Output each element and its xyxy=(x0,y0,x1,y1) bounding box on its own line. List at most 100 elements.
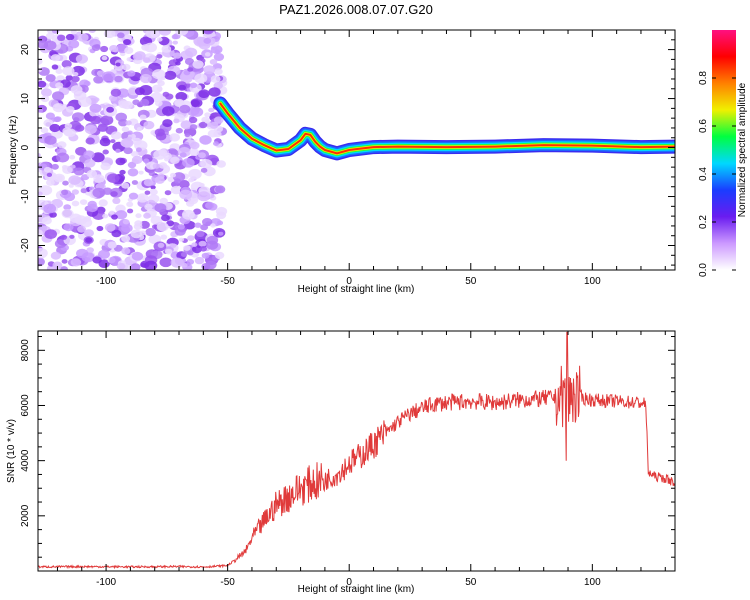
noise-blob xyxy=(198,152,206,159)
noise-blob xyxy=(203,37,212,44)
noise-blob xyxy=(187,67,194,72)
noise-blob xyxy=(145,30,160,39)
noise-blob xyxy=(139,73,152,84)
noise-blob xyxy=(154,203,167,213)
spectrogram-frame xyxy=(37,29,676,271)
noise-blob xyxy=(210,223,216,228)
noise-blob xyxy=(115,148,121,153)
noise-blob xyxy=(189,141,200,150)
noise-blob xyxy=(55,82,64,89)
noise-region xyxy=(38,30,228,270)
noise-blob xyxy=(71,200,80,207)
noise-blob xyxy=(127,70,136,77)
noise-blob xyxy=(210,75,221,83)
noise-blob xyxy=(161,214,170,222)
noise-blob xyxy=(71,112,85,122)
noise-blob xyxy=(179,189,193,200)
noise-blob xyxy=(43,119,54,127)
noise-blob xyxy=(191,242,198,247)
noise-blob xyxy=(136,127,142,131)
noise-blob xyxy=(202,218,213,226)
noise-blob xyxy=(135,147,142,152)
noise-blob xyxy=(75,54,88,64)
noise-blob xyxy=(145,228,156,237)
noise-blob xyxy=(44,229,57,240)
noise-blob xyxy=(60,266,68,270)
noise-blob xyxy=(175,127,183,134)
noise-blob xyxy=(77,225,87,233)
noise-blob xyxy=(187,235,195,242)
noise-blob xyxy=(49,123,61,133)
noise-blob xyxy=(171,34,179,40)
noise-blob xyxy=(98,199,108,207)
noise-blob xyxy=(69,154,76,160)
noise-blob xyxy=(159,197,168,205)
noise-blob xyxy=(101,55,108,61)
noise-blob xyxy=(208,107,215,113)
noise-blob xyxy=(103,30,116,39)
noise-blob xyxy=(131,251,144,261)
noise-blob xyxy=(79,199,88,206)
noise-blob xyxy=(56,152,70,163)
noise-blob xyxy=(50,54,61,62)
noise-blob xyxy=(85,137,95,145)
noise-blob xyxy=(84,124,97,135)
noise-blob xyxy=(162,106,175,116)
noise-blob xyxy=(168,59,178,67)
spectrogram-x-label: Height of straight line (km) xyxy=(298,284,415,295)
noise-blob xyxy=(112,197,121,204)
noise-blob xyxy=(200,167,208,173)
x-tick-label: 0 xyxy=(346,577,352,588)
noise-blob xyxy=(102,213,109,219)
noise-blob xyxy=(75,124,85,132)
noise-blob xyxy=(130,263,141,270)
noise-blob xyxy=(73,167,85,176)
noise-blob xyxy=(93,174,105,184)
noise-blob xyxy=(189,82,198,89)
noise-blob xyxy=(132,137,142,146)
noise-blob xyxy=(207,129,218,138)
noise-blob xyxy=(163,152,172,160)
noise-blob xyxy=(109,45,119,52)
noise-blob xyxy=(198,121,208,129)
noise-blob xyxy=(86,247,94,254)
x-tick-label: 100 xyxy=(584,276,601,287)
noise-blob xyxy=(107,241,117,249)
x-tick-label: 100 xyxy=(584,577,601,588)
noise-blob xyxy=(180,120,193,130)
noise-blob xyxy=(205,201,215,209)
noise-blob xyxy=(143,158,150,164)
noise-blob xyxy=(52,103,65,113)
noise-blob xyxy=(38,153,41,158)
noise-blob xyxy=(43,40,57,51)
noise-blob xyxy=(102,149,109,155)
noise-blob xyxy=(92,187,106,198)
snr-panel: -100 -50 0 50 100 2000 4000 6000 8000 Height of… xyxy=(6,330,676,595)
noise-blob xyxy=(154,100,163,107)
noise-blob xyxy=(170,257,184,268)
noise-blob xyxy=(134,220,143,227)
spectrogram-y-axis: -20 -10 0 10 20 xyxy=(20,29,675,266)
noise-blob xyxy=(62,165,73,174)
noise-blob xyxy=(209,121,219,129)
noise-blob xyxy=(57,141,67,149)
noise-blob xyxy=(158,30,171,36)
noise-blob xyxy=(38,108,44,113)
noise-blob xyxy=(91,152,105,163)
noise-blob xyxy=(57,34,66,41)
noise-blob xyxy=(156,37,163,42)
figure-title: PAZ1.2026.008.07.07.G20 xyxy=(279,2,433,17)
noise-blob xyxy=(54,116,62,122)
noise-blob xyxy=(110,139,116,144)
noise-blob xyxy=(180,252,188,257)
noise-blob xyxy=(214,68,223,75)
noise-blob xyxy=(178,180,190,189)
noise-blob xyxy=(200,159,213,169)
noise-blob xyxy=(38,80,47,88)
noise-blob xyxy=(216,160,226,168)
y-tick-label: 0 xyxy=(20,144,31,150)
noise-blob xyxy=(60,234,68,240)
noise-blob xyxy=(92,256,102,264)
noise-blob xyxy=(51,30,60,34)
noise-blob xyxy=(164,70,177,80)
